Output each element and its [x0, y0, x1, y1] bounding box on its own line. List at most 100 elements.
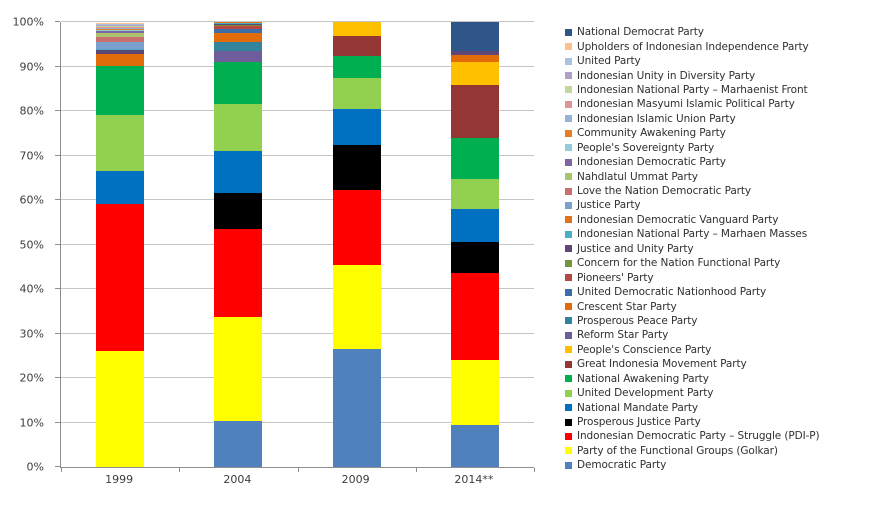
y-axis-tick — [55, 332, 60, 334]
bar-segment — [450, 179, 499, 209]
bar-segment — [214, 28, 263, 33]
legend-item: Pioneers' Party — [565, 270, 820, 284]
legend-label: National Mandate Party — [577, 401, 698, 414]
legend-label: People's Conscience Party — [577, 343, 712, 356]
legend-label: Party of the Functional Groups (Golkar) — [577, 444, 778, 457]
legend-label: United Development Party — [577, 387, 714, 400]
bar-segment — [214, 192, 263, 230]
legend-swatch-icon — [565, 216, 572, 224]
legend-item: Community Awakening Party — [565, 126, 820, 140]
y-tick-label: 20% — [19, 371, 44, 385]
legend-swatch-icon — [565, 187, 572, 195]
bar-segment — [96, 49, 145, 50]
legend-label: Reform Star Party — [577, 329, 669, 342]
bar-segment — [96, 42, 145, 50]
legend-label: National Democrat Party — [577, 26, 704, 39]
legend-item: National Democrat Party — [565, 25, 820, 39]
legend-label: Indonesian Democratic Vanguard Party — [577, 213, 779, 226]
bar-segment — [332, 108, 381, 146]
bar-segment — [96, 115, 145, 172]
legend-swatch-icon — [565, 317, 572, 325]
legend-label: Concern for the Nation Functional Party — [577, 257, 781, 270]
legend-swatch-icon — [565, 404, 572, 412]
x-tick-label: 2009 — [341, 473, 370, 486]
legend-label: Love the Nation Democratic Party — [577, 185, 752, 198]
bar-segment — [450, 242, 499, 273]
legend-label: Indonesian Democratic Party – Struggle (… — [577, 430, 820, 443]
x-tick-label: 2004 — [223, 473, 252, 486]
legend-item: United Party — [565, 54, 820, 68]
y-tick-label: 90% — [19, 60, 44, 73]
gridline — [61, 154, 534, 156]
legend-label: Democratic Party — [577, 459, 667, 472]
legend-swatch-icon — [565, 259, 572, 267]
bar-segment — [450, 85, 499, 139]
y-tick-label: 70% — [19, 149, 44, 162]
legend-item: Nahdlatul Ummat Party — [565, 169, 820, 183]
bar-segment — [96, 24, 145, 26]
legend-item: Party of the Functional Groups (Golkar) — [565, 444, 820, 458]
bar-segment — [96, 23, 145, 25]
bar-segment — [214, 23, 263, 24]
y-axis-tick — [55, 377, 60, 378]
legend-label: Justice and Unity Party — [577, 242, 694, 255]
legend-label: Indonesian Islamic Union Party — [577, 112, 736, 125]
legend-label: Indonesian National Party – Marhaenist F… — [577, 83, 808, 96]
legend-swatch-icon — [565, 360, 572, 368]
y-axis-labels: 0% 10% 20% 30% 40% 50% 60% 70% 80% 90% 100% — [0, 16, 50, 474]
bar-segment — [214, 229, 263, 318]
legend-swatch-icon — [565, 43, 572, 51]
bar-segment — [332, 265, 381, 350]
y-tick-label: 30% — [19, 327, 44, 340]
bar-segment — [214, 26, 263, 29]
y-tick-label: 10% — [19, 416, 44, 429]
legend-label: National Awakening Party — [577, 372, 709, 385]
bar-segment — [96, 29, 145, 31]
legend-swatch-icon — [565, 158, 572, 166]
legend-item: Indonesian National Party – Marhaen Mass… — [565, 227, 820, 241]
bar-2004 — [214, 22, 263, 467]
bar-segment — [332, 35, 381, 57]
bar-segment — [450, 61, 499, 86]
y-tick-label: 80% — [19, 104, 44, 118]
legend-item: Reform Star Party — [565, 328, 820, 342]
bar-segment — [332, 22, 381, 36]
y-tick-label: 40% — [19, 282, 44, 296]
bar-segment — [214, 22, 263, 23]
x-axis-tick — [415, 468, 417, 472]
bar-segment — [332, 78, 381, 109]
x-tick-label: 1999 — [105, 473, 134, 486]
y-tick-label: 60% — [19, 193, 44, 207]
legend-label: Great Indonesia Movement Party — [577, 358, 747, 371]
y-axis-tick — [55, 243, 60, 245]
legend-item: Indonesian Unity in Diversity Party — [565, 68, 820, 82]
legend: National Democrat Party Upholders of Indo… — [565, 25, 820, 473]
plot-area — [55, 21, 535, 472]
bar-segment — [450, 50, 499, 55]
legend-swatch-icon — [565, 389, 572, 397]
legend-swatch-icon — [565, 418, 572, 426]
legend-label: Justice Party — [577, 199, 641, 212]
bar-segment — [332, 349, 381, 467]
bar-segment — [214, 61, 263, 104]
gridline — [61, 243, 534, 245]
bar-segment — [450, 208, 499, 243]
gridline — [61, 65, 534, 67]
bar-segment — [450, 138, 499, 180]
legend-label: Indonesian Masyumi Islamic Political Par… — [577, 98, 795, 111]
gridline — [61, 332, 534, 334]
legend-item: Justice Party — [565, 198, 820, 212]
legend-item: Upholders of Indonesian Independence Par… — [565, 39, 820, 53]
y-axis-tick — [55, 466, 60, 467]
legend-label: Upholders of Indonesian Independence Par… — [577, 40, 809, 53]
x-axis-tick — [534, 468, 535, 472]
legend-label: People's Sovereignty Party — [577, 141, 715, 154]
y-axis-tick — [55, 421, 60, 423]
legend-swatch-icon — [565, 115, 572, 123]
x-tick-label: 2014** — [454, 473, 494, 486]
legend-label: Indonesian Democratic Party — [577, 156, 726, 169]
legend-label: Prosperous Peace Party — [577, 314, 698, 327]
legend-label: United Democratic Nationhood Party — [577, 286, 767, 299]
legend-swatch-icon — [565, 57, 572, 65]
bar-segment — [96, 27, 145, 29]
